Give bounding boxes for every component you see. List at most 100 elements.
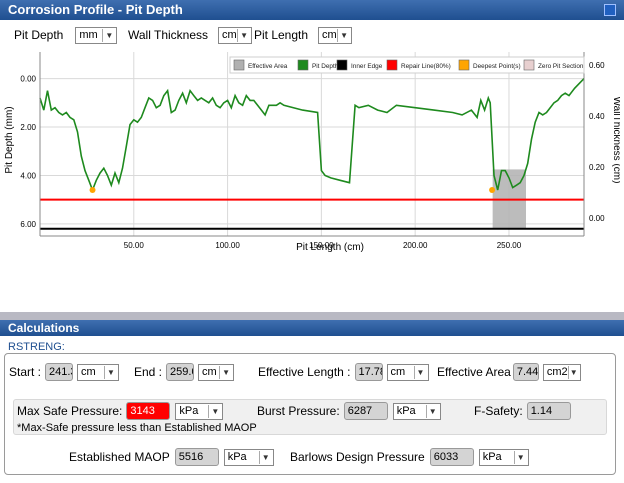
deepest-point-marker: [489, 187, 496, 193]
pressure-warning-note: *Max-Safe pressure less than Established…: [17, 422, 257, 434]
burst-pressure-value: 6287: [343, 402, 388, 420]
end-label: End :: [134, 365, 163, 379]
y-tick-label: 6.00: [20, 220, 36, 229]
chevron-down-icon: ▼: [237, 28, 250, 42]
wall-thickness-unit-select[interactable]: cm ▼: [218, 26, 253, 44]
max-safe-pressure-unit-select[interactable]: kPa ▼: [175, 402, 224, 420]
wall-thickness-unit-group: Wall Thickness cm ▼: [128, 24, 253, 46]
chevron-down-icon: ▼: [219, 365, 232, 379]
y2-tick-label: 0.00: [589, 214, 605, 223]
x-tick-label: 50.00: [124, 241, 145, 250]
start-unit-select[interactable]: cm ▼: [77, 363, 120, 381]
f-safety-group: F-Safety: 1.14: [474, 402, 571, 420]
f-safety-value: 1.14: [526, 402, 571, 420]
corrosion-profile-chart: 50.00 100.00 150.00 200.00 250.00 0.00 2.00 4.0…: [4, 48, 622, 308]
tick-labels: 50.00 100.00 150.00 200.00 250.00 0.00 2.00 4.0…: [20, 61, 605, 250]
calculations-panel: Start : 241.3 cm ▼ End : 259.08 cm ▼ Eff…: [4, 353, 616, 475]
legend-label: Deepest Point(s): [473, 63, 521, 70]
chevron-down-icon: ▼: [413, 365, 427, 379]
y-tick-label: 4.00: [20, 171, 36, 180]
barlows-pressure-value: 6033: [429, 448, 474, 466]
y2-tick-label: 0.60: [589, 61, 605, 70]
barlows-pressure-label: Barlows Design Pressure: [290, 450, 425, 464]
legend-swatch: [458, 59, 470, 71]
start-group: Start : 241.3 cm ▼: [9, 363, 120, 381]
start-unit-value: cm: [81, 366, 96, 378]
chevron-down-icon: ▼: [513, 450, 527, 464]
axes-layer: [39, 52, 585, 237]
established-maop-unit-value: kPa: [227, 451, 247, 463]
max-safe-pressure-label: Max Safe Pressure:: [17, 404, 123, 418]
pit-length-unit-select[interactable]: cm ▼: [318, 26, 353, 44]
x-axis-label: Pit Length (cm): [296, 242, 364, 253]
x-tick-label: 200.00: [403, 241, 428, 250]
burst-pressure-unit-value: kPa: [396, 405, 416, 417]
chevron-down-icon: ▼: [104, 365, 117, 379]
end-unit-select[interactable]: cm ▼: [198, 363, 235, 381]
legend-swatch: [297, 59, 309, 71]
calculations-header: Calculations: [0, 320, 624, 336]
start-label: Start :: [9, 365, 42, 379]
chevron-down-icon: ▼: [567, 365, 579, 379]
established-maop-label: Established MAOP: [69, 450, 170, 464]
max-safe-pressure-unit-value: kPa: [179, 405, 199, 417]
legend-box: [229, 56, 585, 74]
pit-depth-unit-select[interactable]: mm ▼: [75, 26, 118, 44]
legend-swatch: [523, 59, 535, 71]
effective-area-value: 7.44: [512, 363, 539, 381]
effective-length-unit-select[interactable]: cm ▼: [386, 363, 429, 381]
effective-area-unit-select[interactable]: cm2 ▼: [542, 363, 581, 381]
effective-length-unit-value: cm: [390, 366, 406, 378]
x-tick-label: 250.00: [497, 241, 522, 250]
series-layer: [39, 78, 585, 193]
end-unit-value: cm: [202, 366, 217, 378]
y-tick-label: 2.00: [20, 123, 36, 132]
pit-length-unit-label: Pit Length: [254, 28, 309, 42]
max-safe-pressure-group: Max Safe Pressure: 3143 kPa ▼: [17, 402, 224, 420]
pit-depth-unit-label: Pit Depth: [14, 28, 64, 42]
wall-thickness-unit-value: cm: [222, 29, 237, 41]
chart-grid: [40, 52, 584, 236]
chevron-down-icon: ▼: [258, 450, 272, 464]
start-value: 241.3: [45, 363, 74, 381]
window-title-bar: Corrosion Profile - Pit Depth: [0, 0, 624, 20]
y2-tick-label: 0.40: [589, 112, 605, 121]
burst-pressure-label: Burst Pressure:: [257, 404, 340, 418]
chevron-down-icon: ▼: [208, 404, 221, 418]
chart-svg: 50.00 100.00 150.00 200.00 250.00 0.00 2.00 4.0…: [4, 52, 622, 253]
established-maop-value: 5516: [174, 448, 219, 466]
pit-depth-unit-group: Pit Depth mm ▼: [14, 24, 118, 46]
y2-axis-label: WallThickness (cm): [611, 97, 620, 184]
established-maop-group: Established MAOP 5516 kPa ▼: [69, 448, 274, 466]
legend-label: Inner Edge: [351, 63, 383, 70]
effective-area-unit-value: cm2: [546, 366, 568, 378]
method-label: RSTRENG:: [8, 341, 65, 353]
burst-pressure-unit-select[interactable]: kPa ▼: [392, 402, 441, 420]
barlows-pressure-unit-value: kPa: [482, 451, 502, 463]
x-tick-label: 150.00: [309, 241, 334, 250]
pit-depth-unit-value: mm: [79, 29, 98, 41]
end-group: End : 259.08 cm ▼: [134, 363, 235, 381]
reference-lines: [40, 198, 584, 230]
legend-label: Zero Pit Section: [538, 63, 584, 70]
y-tick-label: 0.00: [20, 75, 36, 84]
calculations-title: Calculations: [8, 321, 80, 335]
deepest-points-layer: [89, 187, 496, 193]
end-value: 259.08: [166, 363, 195, 381]
effective-area-group: Effective Area 7.44 cm2 ▼: [437, 363, 581, 381]
window-control-icon[interactable]: [604, 4, 616, 16]
legend-swatch: [336, 59, 348, 71]
max-safe-pressure-value: 3143: [126, 402, 171, 420]
barlows-pressure-unit-select[interactable]: kPa ▼: [478, 448, 529, 466]
established-maop-unit-select[interactable]: kPa ▼: [223, 448, 274, 466]
chevron-down-icon: ▼: [337, 28, 350, 42]
barlows-pressure-group: Barlows Design Pressure 6033 kPa ▼: [290, 448, 529, 466]
chevron-down-icon: ▼: [102, 28, 115, 42]
pit-length-unit-value: cm: [322, 29, 337, 41]
effective-area-label: Effective Area: [437, 365, 511, 379]
effective-length-group: Effective Length : 17.78 cm ▼: [258, 363, 429, 381]
deepest-point-marker: [89, 187, 96, 193]
effective-length-label: Effective Length :: [258, 365, 351, 379]
results-box: Max Safe Pressure: 3143 kPa ▼ Burst Pres…: [13, 399, 607, 435]
x-tick-label: 100.00: [215, 241, 240, 250]
